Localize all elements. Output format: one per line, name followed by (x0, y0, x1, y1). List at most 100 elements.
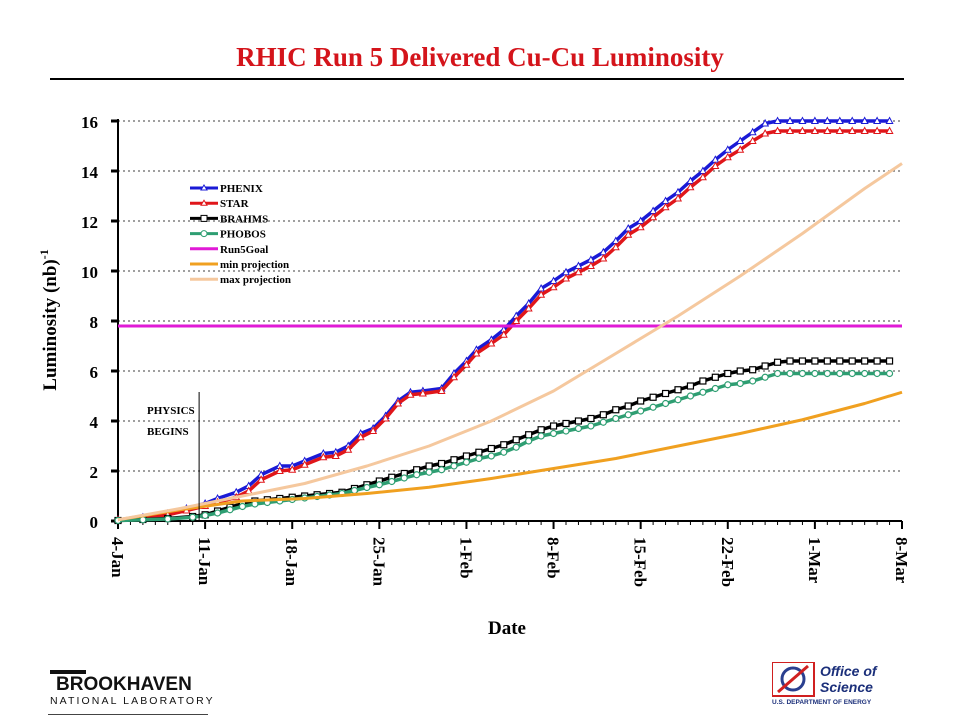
data-point (275, 466, 284, 474)
data-point (724, 369, 732, 378)
data-point (823, 126, 832, 134)
data-point (674, 386, 682, 394)
data-point (637, 407, 645, 415)
data-point (418, 388, 427, 397)
data-point (574, 424, 583, 433)
data-point (686, 382, 695, 390)
series-max-projection (117, 162, 903, 522)
data-point (344, 445, 353, 453)
data-point (761, 118, 770, 127)
data-point (836, 369, 844, 378)
data-point (499, 330, 508, 338)
data-point (835, 116, 844, 124)
data-point (661, 202, 670, 211)
data-point (810, 116, 819, 124)
data-point (711, 373, 719, 381)
data-point (736, 145, 745, 153)
legend: PHENIX STAR BRAHMS PHOBOS Run5Goal min projec… (190, 183, 291, 286)
data-point (213, 509, 222, 517)
doe-name-line2: Science (820, 679, 873, 695)
y-axis-label-text: Luminosity (nb) (40, 259, 61, 390)
brookhaven-logo: BROOKHAVEN NATIONAL LABORATORY (48, 670, 215, 715)
data-point (562, 427, 570, 435)
data-point (369, 426, 378, 434)
data-point (873, 126, 882, 134)
data-point (748, 136, 757, 144)
data-point (699, 377, 707, 385)
data-point (549, 429, 558, 438)
y-tick-label: 14 (81, 163, 99, 182)
data-point (873, 357, 881, 365)
annotation-text-2: BEGINS (147, 426, 189, 438)
series-lines (113, 116, 903, 525)
data-point (449, 372, 459, 381)
data-point (785, 126, 795, 134)
annotation-text-1: PHYSICS (147, 405, 195, 417)
x-tick-label: 8-Mar (892, 537, 911, 584)
data-point (761, 128, 770, 137)
data-point (381, 413, 390, 422)
data-point (475, 454, 483, 463)
data-point (861, 357, 869, 365)
doe-mark-circle (780, 666, 806, 692)
data-point (549, 422, 558, 430)
data-point (649, 212, 658, 221)
data-point (139, 516, 147, 524)
data-point (798, 357, 807, 365)
office-of-science-logo: Office of Science U.S. DEPARTMENT OF ENE… (772, 662, 878, 706)
data-point (785, 116, 795, 124)
data-point (848, 369, 856, 378)
legend-label: BRAHMS (220, 213, 268, 225)
legend-marker (200, 214, 208, 222)
y-tick-label: 2 (90, 463, 99, 482)
data-point (599, 253, 608, 262)
y-tick-label: 16 (81, 113, 98, 132)
data-point (661, 399, 670, 408)
data-point (462, 452, 471, 460)
data-point (798, 369, 807, 378)
data-point (711, 384, 719, 393)
y-tick-label: 4 (90, 413, 99, 432)
data-point (525, 437, 533, 445)
data-point (525, 431, 533, 439)
data-point (835, 126, 844, 134)
chart-title: RHIC Run 5 Delivered Cu-Cu Luminosity (236, 42, 724, 72)
data-point (773, 126, 782, 134)
data-point (873, 116, 882, 124)
bnl-underline (48, 714, 208, 715)
data-point (823, 357, 831, 365)
data-point (574, 417, 583, 425)
data-point (798, 116, 807, 124)
data-point (400, 474, 408, 482)
data-point (848, 126, 857, 134)
data-point (363, 483, 371, 492)
bnl-subtitle: NATIONAL LABORATORY (50, 695, 215, 707)
data-point (698, 172, 707, 181)
legend-label: Run5Goal (220, 244, 268, 256)
data-point (561, 273, 571, 282)
data-point (319, 452, 328, 461)
series-line (117, 390, 903, 522)
data-point (462, 458, 471, 466)
data-point (487, 444, 495, 453)
data-point (761, 362, 769, 370)
data-point (331, 451, 340, 459)
series-min-projection (117, 390, 903, 522)
data-point (661, 389, 670, 398)
data-point (524, 303, 533, 312)
data-point (487, 452, 495, 460)
data-point (786, 357, 794, 365)
data-point (413, 471, 421, 479)
data-point (786, 369, 794, 378)
data-point (885, 126, 894, 134)
data-point (773, 369, 782, 378)
data-point (636, 222, 645, 231)
data-point (393, 398, 403, 407)
series-star (113, 126, 894, 523)
data-point (848, 116, 857, 124)
data-point (500, 448, 508, 456)
x-axis-label: Date (488, 618, 526, 639)
data-point (437, 386, 446, 394)
data-point (189, 513, 197, 521)
data-point (673, 193, 683, 202)
